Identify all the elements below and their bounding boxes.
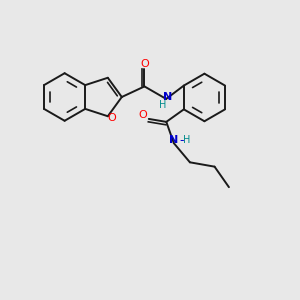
Text: H: H [183, 135, 191, 145]
Text: O: O [108, 113, 117, 123]
Text: H: H [159, 100, 166, 110]
Text: O: O [138, 110, 147, 120]
Text: N: N [169, 135, 178, 145]
Text: N: N [163, 92, 172, 102]
Text: -: - [180, 134, 184, 147]
Text: O: O [140, 58, 149, 69]
